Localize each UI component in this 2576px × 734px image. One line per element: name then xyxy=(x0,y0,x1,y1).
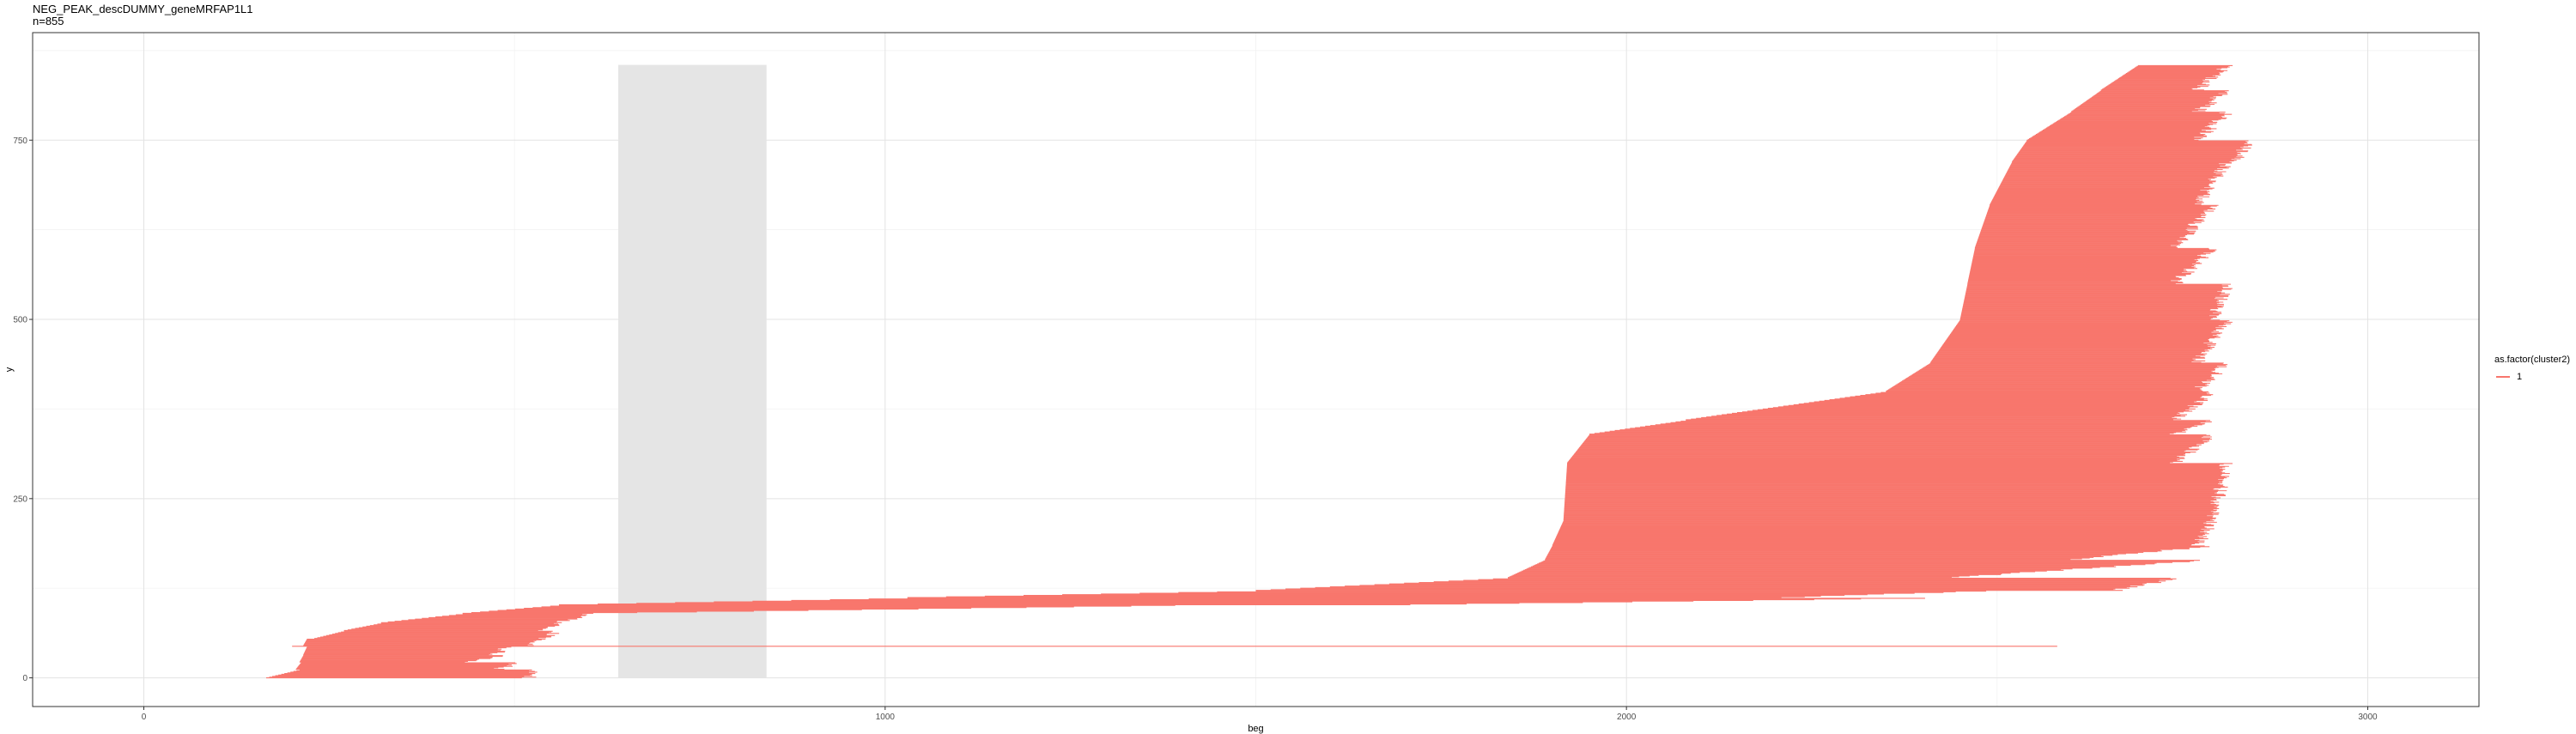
y-tick-label: 250 xyxy=(13,494,27,504)
legend-item: 1 xyxy=(2496,372,2570,382)
axis-ticks: 0 1000 2000 3000 0 250 500 750 xyxy=(13,136,2378,722)
y-tick-label: 750 xyxy=(13,136,27,146)
y-tick-label: 0 xyxy=(22,674,27,683)
x-tick-label: 1000 xyxy=(876,713,896,722)
plot-border xyxy=(32,32,2480,707)
shaded-region xyxy=(618,64,767,678)
y-tick-label: 500 xyxy=(13,316,27,325)
x-tick-label: 2000 xyxy=(1617,713,1637,722)
x-tick-label: 0 xyxy=(142,713,147,722)
legend-title: as.factor(cluster2) xyxy=(2494,355,2571,365)
chart-subtitle: n=855 xyxy=(33,15,64,27)
data-segments xyxy=(265,64,2252,679)
x-tick-label: 3000 xyxy=(2358,713,2378,722)
chart-title: NEG_PEAK_descDUMMY_geneMRFAP1L1 xyxy=(33,3,253,15)
y-axis-label: y xyxy=(4,367,15,372)
legend-label: 1 xyxy=(2517,372,2523,382)
x-axis-label: beg xyxy=(1248,724,1263,734)
legend: as.factor(cluster2) 1 xyxy=(2494,355,2570,382)
legend-key xyxy=(2496,376,2510,378)
